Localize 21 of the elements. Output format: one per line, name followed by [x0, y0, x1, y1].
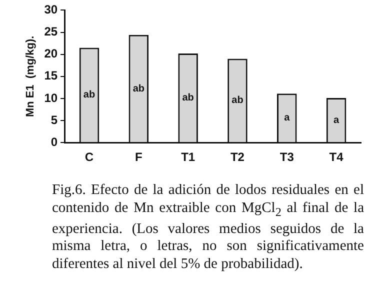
y-tick-label: 0: [50, 134, 58, 149]
y-tick-label: 20: [44, 46, 58, 61]
y-tick-label: 25: [44, 24, 58, 39]
data-label: ab: [83, 90, 96, 101]
y-tick-label: 30: [44, 2, 58, 17]
y-axis-title: Mn E1 (mg/kg).: [24, 36, 37, 118]
y-tick-label: 10: [44, 90, 58, 105]
data-label: ab: [132, 83, 144, 94]
x-tick-label: T4: [329, 150, 344, 164]
x-tick-label: T3: [280, 150, 294, 164]
data-label: ab: [232, 95, 244, 106]
data-label: ab: [182, 92, 194, 104]
data-label: a: [284, 112, 290, 124]
data-label: a: [334, 114, 340, 126]
caption: Fig.6. Efecto de la adición de lodos residuales en el contenido de Mn extraible con MgCl$_{2}$ al final de la experiencia. (Los valores medios seguidos de la misma letra, o letras, no son significativamente diferentes al nivel del 5% de probabilidad).: [52, 182, 364, 274]
y-tick-label: 5: [50, 112, 58, 127]
x-tick-label: F: [134, 150, 142, 164]
x-tick-label: T1: [181, 150, 196, 164]
y-tick-label: 15: [44, 68, 58, 83]
x-tick-label: T2: [230, 150, 245, 164]
x-tick-label: C: [84, 150, 94, 164]
